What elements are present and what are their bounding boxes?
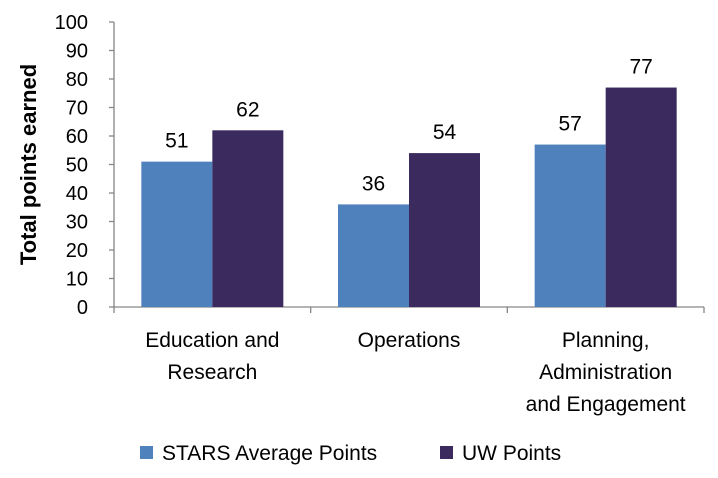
x-category-label: Education and Research (145, 329, 279, 384)
y-axis-title: Total points earned (16, 64, 41, 265)
bar-uw-1 (409, 153, 480, 307)
y-tick-label: 60 (66, 126, 88, 148)
y-tick-label: 20 (66, 240, 88, 262)
data-label: 57 (558, 113, 581, 136)
legend: STARS Average Points UW Points (140, 442, 561, 465)
legend-label: STARS Average Points (162, 442, 377, 465)
x-category-label-line: Research (167, 361, 257, 384)
y-tick-label: 50 (66, 155, 88, 177)
x-category-label: Planning, Administration and Engagement (526, 329, 686, 416)
y-tick-labels: 0 10 20 30 40 50 60 70 80 90 100 (55, 12, 88, 319)
y-tick-label: 30 (66, 212, 88, 234)
data-label: 51 (165, 130, 188, 153)
y-tick-label: 100 (55, 12, 88, 34)
y-tick-label: 10 (66, 269, 88, 291)
legend-label: UW Points (462, 442, 561, 465)
bar-stars-average-0 (141, 161, 213, 307)
bar-uw-2 (605, 87, 677, 307)
legend-swatch (140, 446, 153, 459)
y-axis-title-group: Total points earned (16, 64, 41, 265)
y-tick-label: 70 (66, 98, 88, 120)
bars (141, 87, 677, 307)
x-category-label: Operations (358, 329, 461, 352)
data-label: 54 (433, 121, 457, 144)
x-category-label-line: Education and (145, 329, 279, 352)
x-category-label-line: Operations (358, 329, 461, 352)
bar-stars-average-1 (338, 204, 409, 307)
legend-swatch (440, 446, 453, 459)
x-category-label-line: Planning, (562, 329, 650, 352)
data-labels: 51 62 36 54 57 77 (165, 56, 653, 196)
bar-uw-0 (212, 130, 284, 307)
x-category-label-line: and Engagement (526, 393, 686, 416)
category-labels: Education and Research Operations Planning,… (145, 329, 686, 416)
x-category-label-line: Administration (539, 361, 672, 384)
y-tick-label: 0 (77, 297, 88, 319)
data-label: 62 (236, 98, 259, 121)
bar-stars-average-2 (534, 144, 606, 307)
data-label: 77 (629, 56, 652, 79)
data-label: 36 (362, 172, 385, 195)
y-tick-label: 90 (66, 41, 88, 63)
y-tick-label: 80 (66, 69, 88, 91)
y-tick-label: 40 (66, 183, 88, 205)
